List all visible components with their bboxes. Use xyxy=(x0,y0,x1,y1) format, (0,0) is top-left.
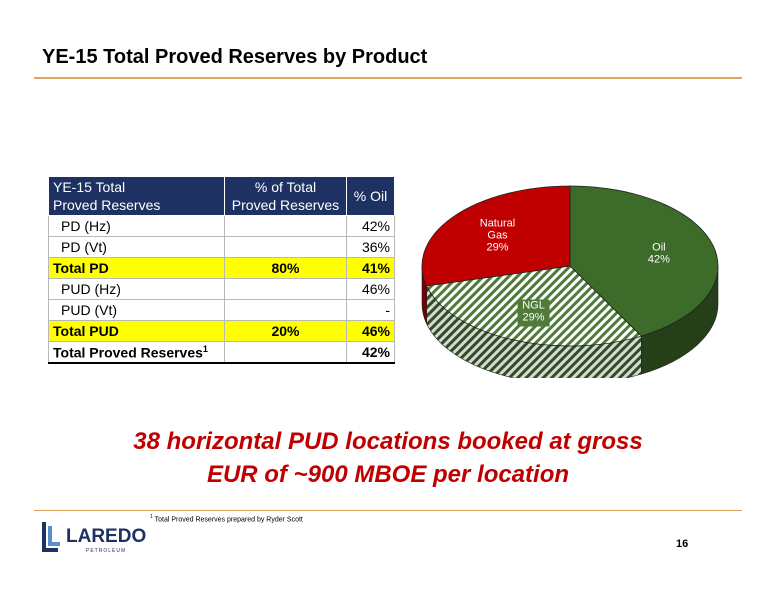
reserves-table: YE-15 Total Proved Reserves % of Total Pro… xyxy=(48,176,395,364)
footnote: 1 Total Proved Reserves prepared by Ryde… xyxy=(150,514,303,523)
row-label: PUD (Hz) xyxy=(48,278,225,300)
row-pct-total xyxy=(224,299,347,321)
page-number: 16 xyxy=(676,538,689,550)
row-pct-oil: 36% xyxy=(346,236,395,258)
row-pct-total xyxy=(224,278,347,300)
table-header-category: YE-15 Total Proved Reserves xyxy=(48,176,225,216)
footnote-marker: 1 xyxy=(150,514,153,520)
row-label: PD (Hz) xyxy=(48,215,225,237)
pie-slice-oil xyxy=(569,185,719,337)
table-header-pct-total: % of Total Proved Reserves xyxy=(224,176,347,216)
pie-label-ngl: NGL xyxy=(522,300,545,312)
table-row: Total Proved Reserves1 42% xyxy=(48,341,395,364)
table-row: Total PD 80% 41% xyxy=(48,257,395,279)
row-label: PUD (Vt) xyxy=(48,299,225,321)
pie-label-box xyxy=(517,299,550,327)
footnote-text: Total Proved Reserves prepared by Ryder … xyxy=(154,516,303,524)
row-label: PD (Vt) xyxy=(48,236,225,258)
row-pct-total xyxy=(224,215,347,237)
row-pct-total: 80% xyxy=(224,257,347,279)
pie-label-natural-gas: 29% xyxy=(486,242,508,254)
footer-divider xyxy=(34,510,742,511)
headline-line-2: EUR of ~900 MBOE per location xyxy=(206,461,570,488)
row-label: Total PUD xyxy=(48,320,225,342)
pie-label-oil: 42% xyxy=(648,254,670,266)
row-pct-oil: 46% xyxy=(346,278,395,300)
table-row: PD (Vt) 36% xyxy=(48,236,395,258)
row-pct-oil: 46% xyxy=(346,320,395,342)
table-row: PD (Hz) 42% xyxy=(48,215,395,237)
title-divider xyxy=(34,77,742,79)
logo-name: LAREDO xyxy=(66,526,146,547)
pie-label-oil: Oil xyxy=(652,242,665,254)
row-label: Total Proved Reserves1 xyxy=(48,341,225,364)
row-pct-total: 20% xyxy=(224,320,347,342)
laredo-logo: LAREDO PETROLEUM xyxy=(42,522,146,554)
row-pct-oil: 42% xyxy=(346,215,395,237)
table-row: Total PUD 20% 46% xyxy=(48,320,395,342)
headline-line-1: 38 horizontal PUD locations booked at gr… xyxy=(133,428,643,455)
pie-label-natural-gas: Gas xyxy=(487,230,508,242)
row-label-footnote-marker: 1 xyxy=(202,343,208,354)
row-label: Total PD xyxy=(48,257,225,279)
pie-label-ngl: 29% xyxy=(523,312,545,324)
pie-chart: Oil 42% NGL 29% Natural Gas 29% xyxy=(410,178,730,385)
table-row: PUD (Vt) - xyxy=(48,299,395,321)
logo-sub: PETROLEUM xyxy=(86,548,126,554)
slide-title: YE-15 Total Proved Reserves by Product xyxy=(42,46,428,68)
row-pct-total xyxy=(224,341,347,364)
table-header-row: YE-15 Total Proved Reserves % of Total Pro… xyxy=(48,176,395,216)
pie-label-natural-gas: Natural xyxy=(480,218,515,230)
pie-slice-natural-gas xyxy=(421,185,571,287)
row-pct-oil: 42% xyxy=(346,341,395,364)
table-header-pct-oil: % Oil xyxy=(346,176,395,216)
table-row: PUD (Hz) 46% xyxy=(48,278,395,300)
row-pct-total xyxy=(224,236,347,258)
row-pct-oil: 41% xyxy=(346,257,395,279)
row-pct-oil: - xyxy=(346,299,395,321)
